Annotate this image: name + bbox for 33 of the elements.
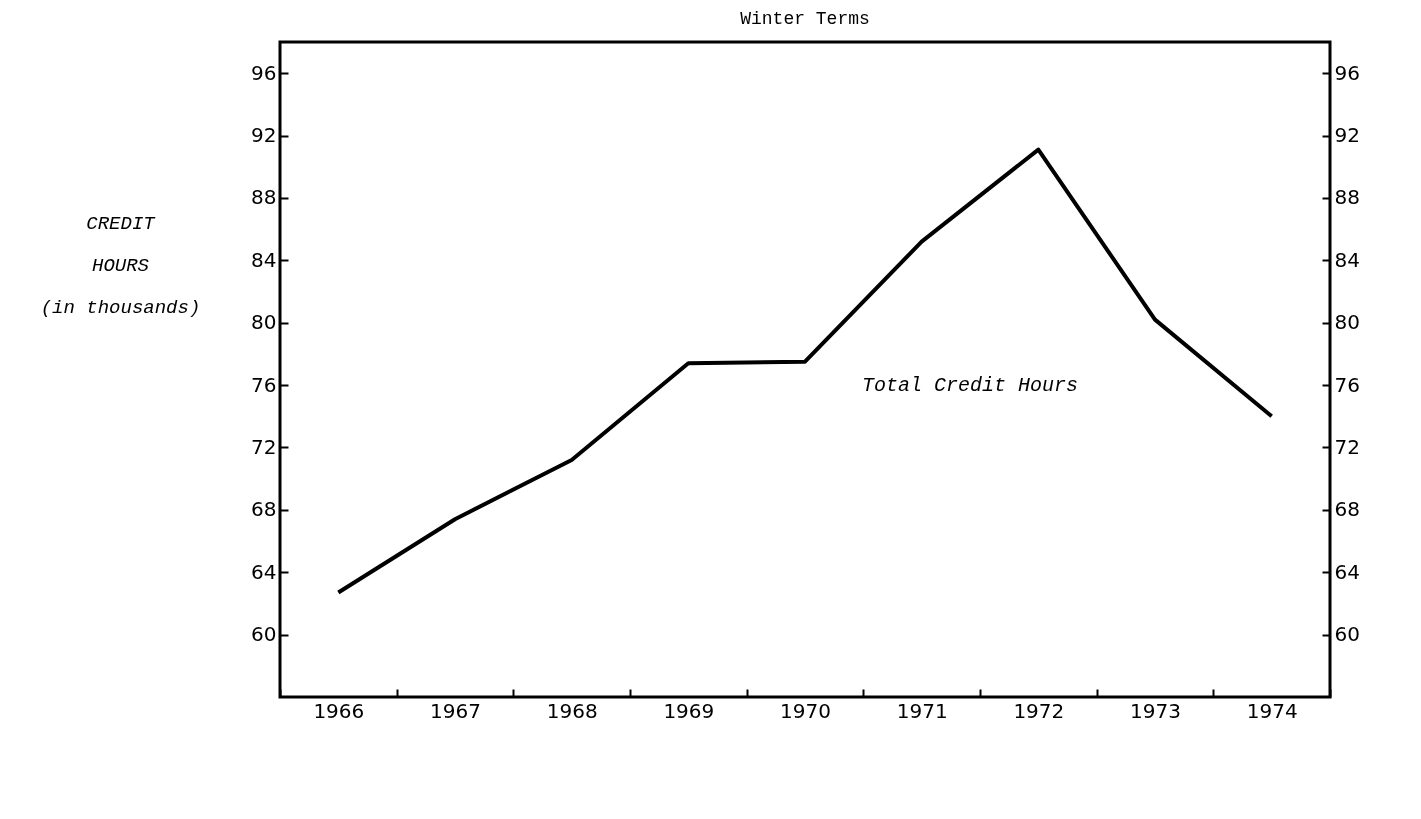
- y-tick-label: 72: [251, 434, 277, 459]
- y2-tick-label: 68: [1334, 497, 1360, 522]
- x-tick-label: 1969: [663, 698, 715, 723]
- y2-tick-label: 84: [1334, 247, 1360, 272]
- x-tick-label: 1970: [780, 698, 831, 723]
- y-tick-label: 92: [251, 123, 277, 148]
- x-tick-label: 1972: [1013, 698, 1065, 723]
- y-tick-label: 96: [251, 60, 277, 85]
- text: Total Credit Hours: [861, 374, 1079, 397]
- y2-tick-label: 60: [1334, 622, 1360, 647]
- y-tick-label: 88: [251, 185, 277, 210]
- y-tick-label: 64: [251, 559, 277, 584]
- y2-tick-label: 72: [1334, 434, 1360, 459]
- y2-tick-label: 92: [1334, 123, 1360, 148]
- y-tick-label: 80: [251, 310, 277, 335]
- x-tick-label: 1967: [430, 698, 481, 723]
- y-axis-title: CREDIT HOURS (in thousands): [40, 212, 201, 319]
- y-tick-label: 76: [251, 372, 277, 397]
- y2-tick-label: 96: [1334, 60, 1360, 85]
- y2-tick-label: 80: [1334, 310, 1360, 335]
- y2-tick-label: 64: [1334, 559, 1360, 584]
- y-tick-label: 60: [251, 622, 277, 647]
- chart-title: Winter Terms: [740, 9, 870, 29]
- y2-tick-label: 88: [1334, 185, 1360, 210]
- x-tick-label: 1973: [1130, 698, 1181, 723]
- y2-tick-label: 76: [1334, 372, 1360, 397]
- x-tick-label: 1966: [313, 698, 365, 723]
- x-tick-label: 1971: [896, 698, 948, 723]
- y-tick-label: 84: [251, 247, 277, 272]
- x-tick-label: 1968: [546, 698, 598, 723]
- line-series: [336, 147, 1274, 595]
- x-tick-label: 1974: [1246, 698, 1298, 723]
- y-tick-label: 68: [251, 497, 277, 522]
